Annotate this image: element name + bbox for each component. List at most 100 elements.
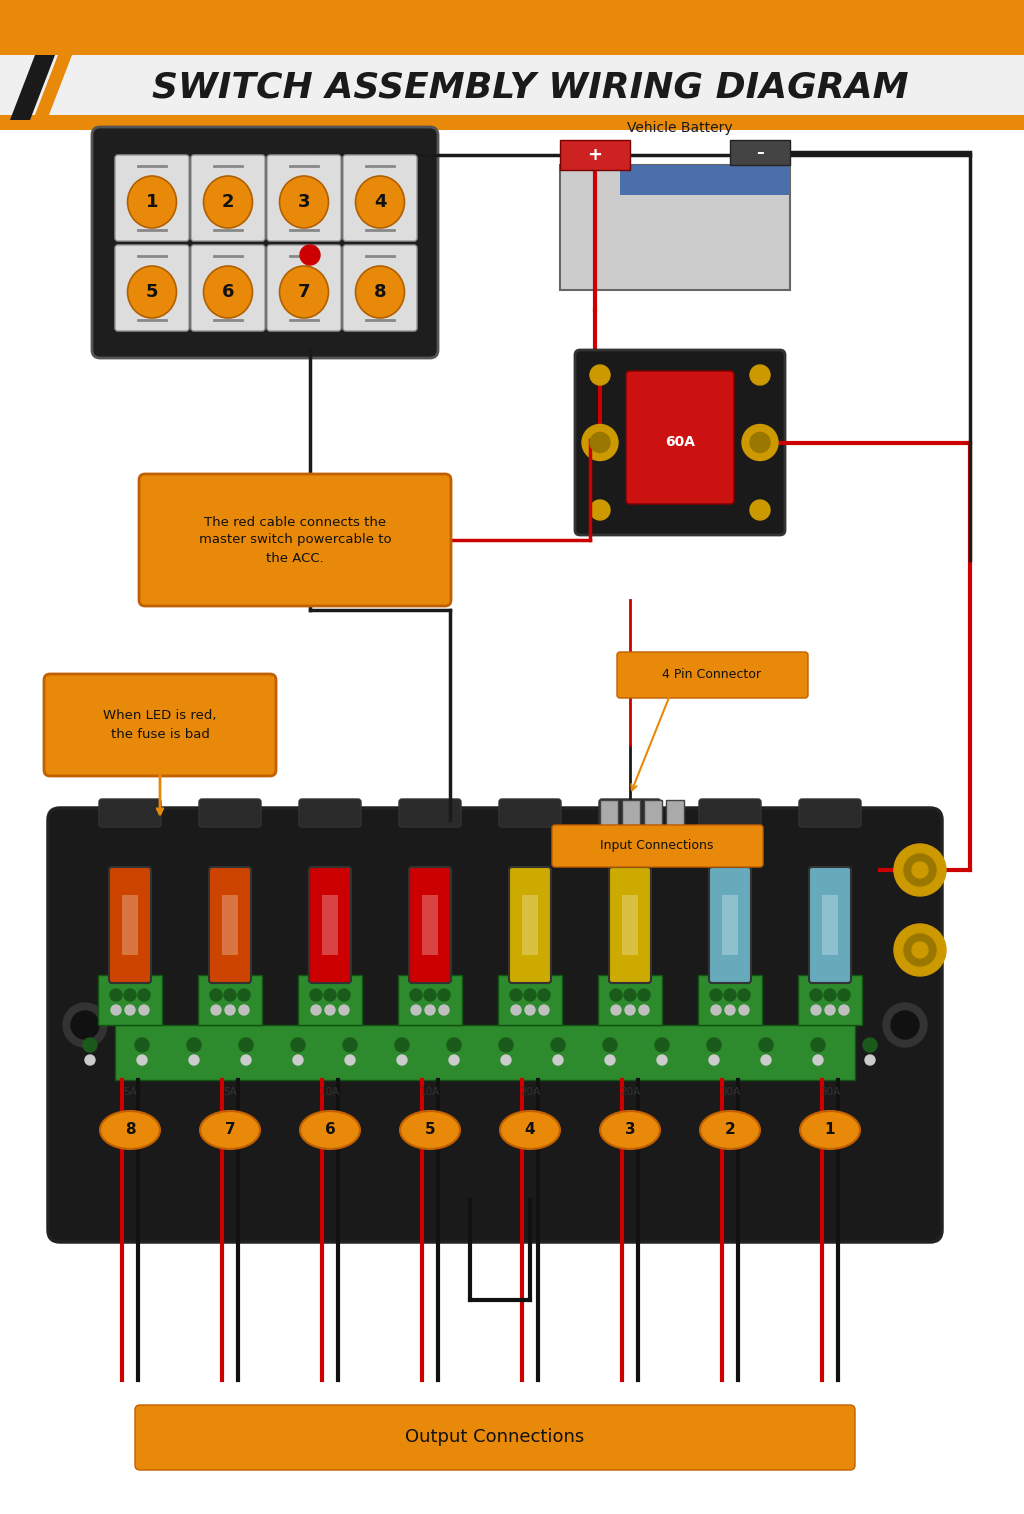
FancyBboxPatch shape bbox=[575, 350, 785, 534]
Circle shape bbox=[611, 1005, 621, 1014]
Bar bbox=[822, 895, 838, 955]
Bar bbox=[666, 799, 684, 825]
FancyBboxPatch shape bbox=[609, 868, 651, 983]
Circle shape bbox=[424, 989, 436, 1001]
Circle shape bbox=[590, 500, 610, 519]
Bar bbox=[98, 975, 162, 1025]
Circle shape bbox=[293, 1055, 303, 1064]
FancyBboxPatch shape bbox=[709, 868, 751, 983]
Bar bbox=[0, 0, 1024, 130]
Circle shape bbox=[750, 500, 770, 519]
Circle shape bbox=[395, 1039, 409, 1052]
Bar bbox=[560, 139, 630, 170]
Circle shape bbox=[501, 1055, 511, 1064]
Bar bbox=[322, 895, 338, 955]
Circle shape bbox=[742, 424, 778, 460]
Text: 7: 7 bbox=[298, 283, 310, 301]
FancyBboxPatch shape bbox=[209, 868, 251, 983]
Ellipse shape bbox=[355, 176, 404, 229]
Circle shape bbox=[83, 1039, 97, 1052]
Circle shape bbox=[291, 1039, 305, 1052]
Circle shape bbox=[343, 1039, 357, 1052]
Circle shape bbox=[538, 989, 550, 1001]
Bar bbox=[0, 55, 1024, 120]
Circle shape bbox=[610, 989, 622, 1001]
Ellipse shape bbox=[300, 1111, 360, 1149]
Circle shape bbox=[138, 989, 150, 1001]
Ellipse shape bbox=[700, 1111, 760, 1149]
Bar bbox=[722, 895, 738, 955]
Circle shape bbox=[447, 1039, 461, 1052]
Circle shape bbox=[310, 989, 322, 1001]
Circle shape bbox=[750, 365, 770, 385]
Text: 5A: 5A bbox=[223, 1087, 237, 1098]
Circle shape bbox=[439, 1005, 449, 1014]
Bar bbox=[622, 895, 638, 955]
Bar bbox=[422, 895, 438, 955]
Ellipse shape bbox=[280, 176, 329, 229]
Circle shape bbox=[124, 989, 136, 1001]
Circle shape bbox=[811, 1005, 821, 1014]
Text: 7: 7 bbox=[224, 1122, 236, 1137]
Ellipse shape bbox=[128, 266, 176, 318]
Text: 5: 5 bbox=[145, 283, 159, 301]
Circle shape bbox=[239, 1005, 249, 1014]
Circle shape bbox=[655, 1039, 669, 1052]
Circle shape bbox=[189, 1055, 199, 1064]
Circle shape bbox=[345, 1055, 355, 1064]
Text: 3: 3 bbox=[625, 1122, 635, 1137]
Text: 1: 1 bbox=[145, 192, 159, 210]
Circle shape bbox=[71, 1011, 99, 1039]
Bar bbox=[622, 799, 640, 825]
FancyBboxPatch shape bbox=[399, 799, 461, 827]
Circle shape bbox=[241, 1055, 251, 1064]
Circle shape bbox=[438, 989, 450, 1001]
Circle shape bbox=[891, 1011, 919, 1039]
Circle shape bbox=[739, 1005, 749, 1014]
Circle shape bbox=[225, 1005, 234, 1014]
Bar bbox=[644, 799, 662, 825]
Text: 5A: 5A bbox=[123, 1087, 137, 1098]
Circle shape bbox=[539, 1005, 549, 1014]
Circle shape bbox=[912, 942, 928, 958]
Circle shape bbox=[324, 989, 336, 1001]
Circle shape bbox=[750, 433, 770, 453]
Circle shape bbox=[425, 1005, 435, 1014]
Circle shape bbox=[904, 934, 936, 966]
Bar bbox=[560, 165, 790, 291]
Circle shape bbox=[813, 1055, 823, 1064]
FancyBboxPatch shape bbox=[309, 868, 351, 983]
Ellipse shape bbox=[500, 1111, 560, 1149]
Text: 10A: 10A bbox=[319, 1087, 340, 1098]
FancyBboxPatch shape bbox=[139, 474, 451, 606]
Circle shape bbox=[810, 989, 822, 1001]
Ellipse shape bbox=[204, 176, 253, 229]
Ellipse shape bbox=[355, 266, 404, 318]
Circle shape bbox=[239, 1039, 253, 1052]
FancyBboxPatch shape bbox=[599, 799, 662, 827]
Circle shape bbox=[311, 1005, 321, 1014]
FancyBboxPatch shape bbox=[409, 868, 451, 983]
Ellipse shape bbox=[800, 1111, 860, 1149]
FancyBboxPatch shape bbox=[809, 868, 851, 983]
Text: 6: 6 bbox=[325, 1122, 336, 1137]
FancyBboxPatch shape bbox=[626, 371, 734, 504]
FancyBboxPatch shape bbox=[109, 868, 151, 983]
Text: 4: 4 bbox=[524, 1122, 536, 1137]
FancyBboxPatch shape bbox=[135, 1405, 855, 1470]
Circle shape bbox=[811, 1039, 825, 1052]
Text: Output Connections: Output Connections bbox=[406, 1428, 585, 1446]
Circle shape bbox=[582, 424, 618, 460]
Text: Input Connections: Input Connections bbox=[600, 839, 714, 852]
Text: 2: 2 bbox=[725, 1122, 735, 1137]
Circle shape bbox=[499, 1039, 513, 1052]
FancyBboxPatch shape bbox=[191, 154, 265, 241]
Circle shape bbox=[707, 1039, 721, 1052]
Circle shape bbox=[525, 1005, 535, 1014]
Ellipse shape bbox=[204, 266, 253, 318]
FancyBboxPatch shape bbox=[617, 653, 808, 698]
Bar bbox=[498, 975, 562, 1025]
Text: 2: 2 bbox=[222, 192, 234, 210]
Ellipse shape bbox=[100, 1111, 160, 1149]
Polygon shape bbox=[33, 55, 72, 120]
